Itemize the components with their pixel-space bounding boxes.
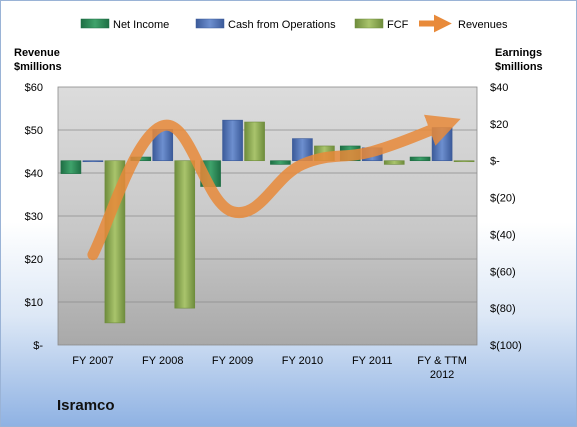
bar-fcf-fy-2009 — [244, 121, 265, 162]
bar-net-income-fy-ttm-2012 — [409, 156, 431, 162]
bar-net-income-fy-2007 — [60, 160, 82, 174]
legend-label-net-income: Net Income — [113, 19, 169, 31]
legend: Net Income Cash from Operations FCF Reve… — [80, 14, 508, 33]
x-axis-ticks: FY 2007 FY 2008 FY 2009 FY 2010 FY 2011 FY & … — [72, 355, 467, 381]
right-tick-label: $20 — [490, 119, 508, 131]
right-tick-label: $(100) — [490, 340, 522, 352]
right-axis-title-line-1: Earnings — [495, 47, 542, 59]
legend-label-revenues: Revenues — [458, 19, 508, 31]
right-axis-title-line-2: $millions — [495, 61, 543, 73]
legend-swatch-net-income — [80, 18, 110, 29]
left-tick-label: $60 — [25, 82, 43, 94]
left-axis-title-line-1: Revenue — [14, 47, 60, 59]
left-axis-title-line-2: $millions — [14, 61, 62, 73]
left-tick-label: $30 — [25, 211, 43, 223]
bar-fcf-fy-2011 — [383, 160, 405, 165]
right-tick-label: $- — [490, 156, 500, 168]
x-tick-label: FY 2010 — [282, 355, 323, 367]
x-tick-label: FY 2007 — [72, 355, 113, 367]
right-tick-label: $(40) — [490, 229, 516, 241]
revenue-line — [87, 114, 461, 261]
left-tick-label: $50 — [25, 125, 43, 137]
x-tick-label: FY 2009 — [212, 355, 253, 367]
x-tick-label: FY & TTM 2012 — [417, 355, 467, 381]
bar-cash-from-operations-fy-2009 — [222, 119, 243, 162]
bar-net-income-fy-2010 — [270, 160, 291, 165]
legend-label-fcf: FCF — [387, 19, 409, 31]
right-axis-ticks: $(100) $(80) $(60) $(40) $(20) $- $20 $40 — [490, 82, 522, 352]
bar-fcf-fy-ttm-2012 — [453, 160, 475, 163]
right-tick-label: $40 — [490, 82, 508, 94]
left-axis-ticks: $- $10 $20 $30 $40 $50 $60 — [25, 82, 44, 352]
right-tick-label: $(80) — [490, 303, 516, 315]
left-tick-label: $10 — [25, 297, 43, 309]
revenue-line-path — [87, 114, 461, 261]
right-tick-label: $(20) — [490, 193, 516, 205]
legend-swatch-fcf — [354, 18, 384, 29]
left-tick-label: $- — [33, 340, 43, 352]
right-tick-label: $(60) — [490, 266, 516, 278]
legend-swatch-cash-from-operations — [195, 18, 225, 29]
company-name: Isramco — [57, 397, 115, 414]
x-tick-label: FY 2008 — [142, 355, 183, 367]
left-tick-label: $20 — [25, 254, 43, 266]
bar-fcf-fy-2008 — [174, 160, 196, 309]
legend-label-cash-from-operations: Cash from Operations — [228, 19, 336, 31]
left-tick-label: $40 — [25, 168, 43, 180]
bar-cash-from-operations-fy-2007 — [82, 160, 104, 163]
x-tick-label: FY 2011 — [352, 355, 393, 367]
